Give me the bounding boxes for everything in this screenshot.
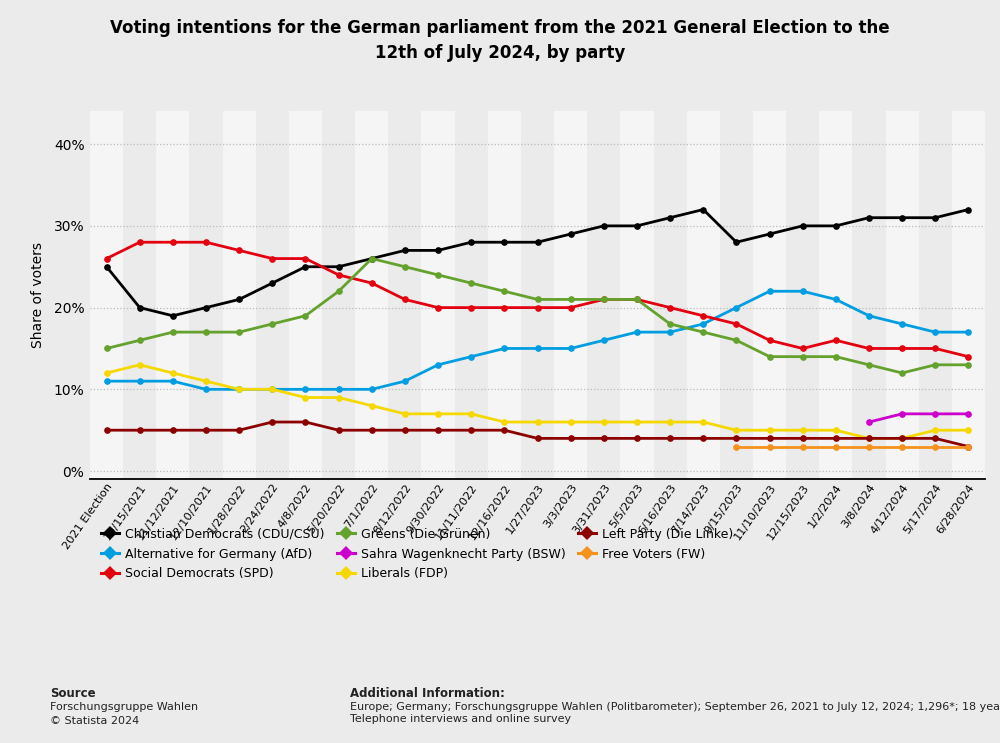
Text: Additional Information:: Additional Information: — [350, 687, 505, 700]
Bar — [886, 111, 919, 479]
Text: Forschungsgruppe Wahlen: Forschungsgruppe Wahlen — [50, 702, 198, 712]
Bar — [289, 111, 322, 479]
Bar — [355, 111, 388, 479]
Bar — [90, 111, 123, 479]
Text: Voting intentions for the German parliament from the 2021 General Election to th: Voting intentions for the German parliam… — [110, 19, 890, 62]
Text: © Statista 2024: © Statista 2024 — [50, 716, 139, 725]
Bar — [156, 111, 189, 479]
Y-axis label: Share of voters: Share of voters — [31, 242, 45, 348]
Bar — [554, 111, 587, 479]
Bar — [687, 111, 720, 479]
Bar — [753, 111, 786, 479]
Legend: Christian Democrats (CDU/CSU), Alternative for Germany (AfD), Social Democrats (: Christian Democrats (CDU/CSU), Alternati… — [96, 522, 738, 585]
Bar — [488, 111, 521, 479]
Text: Source: Source — [50, 687, 96, 700]
Bar — [620, 111, 654, 479]
Bar — [223, 111, 256, 479]
Text: Europe; Germany; Forschungsgruppe Wahlen (Politbarometer); September 26, 2021 to: Europe; Germany; Forschungsgruppe Wahlen… — [350, 702, 1000, 724]
Bar — [421, 111, 455, 479]
Bar — [819, 111, 852, 479]
Bar — [952, 111, 985, 479]
